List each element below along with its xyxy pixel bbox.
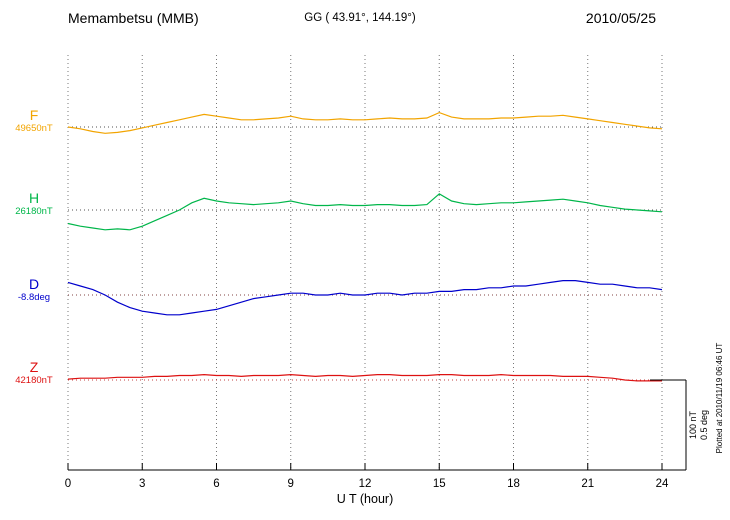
series-label-z: Z 42180nT [4, 359, 64, 386]
series-letter-d: D [28, 276, 40, 292]
plotted-at-note: Plotted at 2010/11/19 06:46 UT [715, 343, 724, 454]
x-tick-label: 0 [65, 478, 71, 490]
series-label-f: F 49650nT [4, 107, 64, 134]
x-tick-label: 6 [213, 478, 219, 490]
trace-Z [67, 373, 662, 382]
x-tick-label: 15 [433, 478, 446, 490]
series-baseline-value-d: -8.8deg [17, 292, 51, 303]
x-tick-label: 9 [288, 478, 294, 490]
series-baseline-value-f: 49650nT [15, 123, 53, 134]
scale-label-nt: 100 nT [688, 410, 698, 439]
x-tick-label: 3 [139, 478, 145, 490]
trace-F [67, 111, 663, 134]
trace-D [67, 280, 663, 316]
station-coordinates: GG ( 43.91°, 144.19°) [304, 12, 416, 24]
scale-label-deg: 0.5 deg [699, 410, 709, 440]
station-title: Memambetsu (MMB) [68, 10, 199, 26]
series-letter-f: F [29, 107, 39, 123]
x-tick-label: 12 [359, 478, 372, 490]
series-label-d: D -8.8deg [4, 276, 64, 303]
series-baseline-value-h: 26180nT [15, 206, 53, 217]
series-label-h: H 26180nT [4, 190, 64, 217]
x-axis-title: U T (hour) [336, 492, 394, 506]
trace-H [67, 193, 663, 231]
x-tick-label: 18 [507, 478, 520, 490]
x-tick-label: 21 [581, 478, 594, 490]
x-tick-label: 24 [656, 478, 669, 490]
series-letter-h: H [28, 190, 40, 206]
series-baseline-value-z: 42180nT [15, 375, 53, 386]
series-letter-z: Z [29, 359, 39, 375]
plot-date: 2010/05/25 [585, 10, 656, 26]
